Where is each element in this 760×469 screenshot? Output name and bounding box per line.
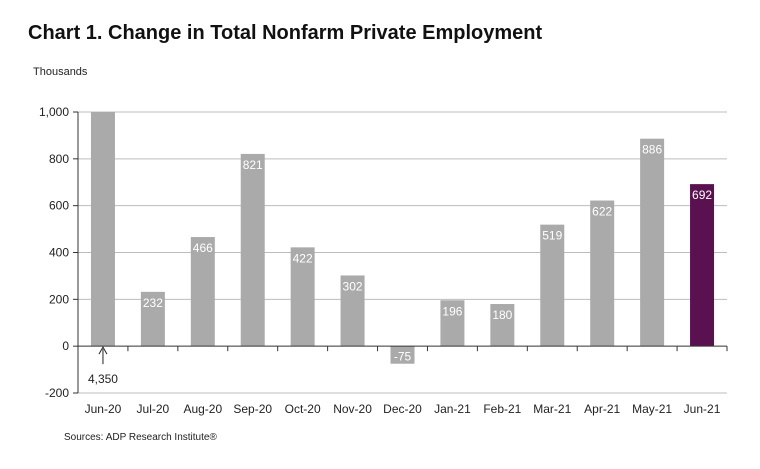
x-tick-label: Apr-21 xyxy=(584,402,620,416)
bar-Dec-20 xyxy=(390,346,415,364)
bar-Jul-20 xyxy=(140,291,165,347)
bar-May-21 xyxy=(640,138,665,347)
source-note: Sources: ADP Research Institute® xyxy=(64,432,217,443)
bar-Jun-21 xyxy=(690,184,715,347)
gridlines xyxy=(78,111,727,394)
data-labels: 232 466 821 422 302 -75 196 180 519 622 886 692 xyxy=(143,143,713,364)
x-tick-label: May-21 xyxy=(632,402,672,416)
x-tick-label: Oct-20 xyxy=(285,402,321,416)
bar-Sep-20 xyxy=(240,153,265,347)
data-label: 821 xyxy=(243,158,263,172)
bar-Aug-20 xyxy=(190,237,215,347)
data-label: 466 xyxy=(193,241,213,255)
y-axis-unit-label: Thousands xyxy=(33,66,88,78)
x-tick-label: Nov-20 xyxy=(333,402,372,416)
x-tick-label: Jul-20 xyxy=(137,402,170,416)
x-tick-label: Aug-20 xyxy=(183,402,222,416)
annotation-label: 4,350 xyxy=(88,372,118,386)
tick-labels: -200 0 200 400 600 800 1,000 Jun-20 Jul-20 Aug-20… xyxy=(39,105,721,416)
chart-title: Chart 1. Change in Total Nonfarm Private… xyxy=(28,22,543,44)
bar-chart: 232 466 821 422 302 -75 196 180 519 622 886 692 -20… xyxy=(39,105,728,416)
x-tick-label: Mar-21 xyxy=(533,402,571,416)
bar-Apr-21 xyxy=(590,200,615,347)
x-tick-label: Feb-21 xyxy=(483,402,521,416)
bar-Jun-20 xyxy=(90,112,115,347)
y-tick-label: 600 xyxy=(49,199,69,213)
data-label: 196 xyxy=(442,304,462,318)
bar-Jan-21 xyxy=(440,300,465,347)
y-tick-label: 800 xyxy=(49,152,69,166)
bar-Oct-20 xyxy=(290,247,315,347)
x-tick-label: Jun-20 xyxy=(85,402,122,416)
bar-Mar-21 xyxy=(540,224,565,347)
data-label: 692 xyxy=(692,188,712,202)
y-tick-label: 400 xyxy=(49,246,69,260)
data-label: 180 xyxy=(492,308,512,322)
bar-Nov-20 xyxy=(340,275,365,347)
x-tick-label: Dec-20 xyxy=(383,402,422,416)
data-label: 232 xyxy=(143,296,163,310)
y-tick-label: 200 xyxy=(49,292,69,306)
data-label: 422 xyxy=(293,251,313,265)
x-tick-label: Sep-20 xyxy=(233,402,272,416)
annotation: 4,350 xyxy=(88,346,118,386)
axes xyxy=(73,111,728,394)
y-tick-label: 0 xyxy=(62,339,69,353)
bars xyxy=(90,112,715,364)
data-label: 622 xyxy=(592,205,612,219)
data-label: 302 xyxy=(343,279,363,293)
x-tick-label: Jan-21 xyxy=(434,402,471,416)
bar-Feb-21 xyxy=(490,304,515,347)
data-label: -75 xyxy=(394,350,412,364)
data-label: 519 xyxy=(542,229,562,243)
x-tick-label: Jun-21 xyxy=(684,402,721,416)
y-tick-label: -200 xyxy=(45,386,69,400)
data-label: 886 xyxy=(642,143,662,157)
annotation-arrow-head xyxy=(98,346,108,355)
y-tick-label: 1,000 xyxy=(39,105,69,119)
